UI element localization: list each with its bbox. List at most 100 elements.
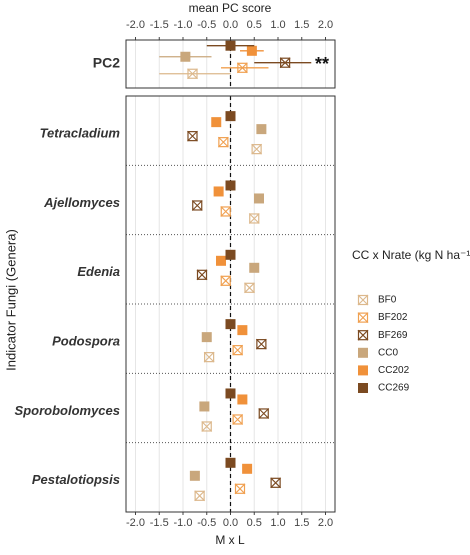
- x-tick-label: 0.5: [247, 517, 262, 529]
- legend-label: BF0: [378, 295, 397, 306]
- point-cross: [244, 282, 255, 294]
- legend-swatch: [358, 365, 368, 376]
- point-box: [187, 131, 198, 142]
- point: [258, 408, 270, 419]
- point: [180, 51, 191, 62]
- y-category-label: PC2: [93, 55, 120, 71]
- point-cross: [191, 200, 203, 211]
- point-cross: [201, 421, 213, 432]
- point: [216, 255, 226, 266]
- point: [279, 57, 291, 69]
- point: [189, 470, 200, 481]
- point: [256, 124, 267, 135]
- x-tick-label: 0.0: [223, 19, 238, 31]
- x-tick-label: 2.0: [318, 517, 333, 529]
- point-box: [357, 330, 369, 341]
- point-box: [196, 269, 208, 280]
- panel-border: [125, 95, 336, 513]
- point-box: [232, 414, 243, 425]
- point: [225, 111, 236, 122]
- point-box: [234, 483, 246, 494]
- point: [203, 351, 215, 363]
- point-cross: [236, 62, 248, 74]
- point-cross: [248, 213, 260, 224]
- point: [187, 130, 198, 142]
- x-tick-label: -2.0: [126, 517, 145, 529]
- point: [270, 477, 282, 489]
- point: [254, 193, 264, 204]
- point: [225, 319, 236, 330]
- x-tick-label: -0.5: [197, 19, 216, 31]
- point-cross: [258, 408, 270, 419]
- point-cross: [251, 143, 263, 155]
- point: [220, 206, 232, 217]
- x-tick-label: 1.5: [294, 19, 309, 31]
- legend-label: CC269: [378, 383, 410, 394]
- legend-swatch: [357, 294, 369, 306]
- point-box: [187, 68, 198, 79]
- point: [251, 143, 263, 155]
- point: [225, 457, 236, 468]
- x-tick-label: -2.0: [126, 19, 145, 31]
- point-cross: [270, 477, 282, 489]
- point-cross: [255, 338, 267, 350]
- point-cross: [194, 490, 206, 502]
- point: [196, 269, 208, 281]
- point: [225, 249, 236, 260]
- point: [236, 62, 248, 74]
- point-cross: [203, 351, 215, 363]
- point-cross: [187, 68, 198, 80]
- point: [194, 490, 206, 502]
- point: [242, 463, 253, 474]
- legend-label: CC202: [378, 365, 410, 376]
- y-category-label: Sporobolomyces: [15, 403, 120, 418]
- point-cross: [196, 269, 208, 281]
- legend-swatch: [357, 312, 369, 323]
- x-tick-label: 1.0: [270, 19, 285, 31]
- point-box: [357, 312, 369, 323]
- point-box: [258, 408, 269, 419]
- y-category-label: Ajellomyces: [43, 195, 120, 210]
- y-category-label: Tetracladium: [40, 126, 121, 141]
- point: [255, 338, 267, 350]
- y-category-label: Edenia: [77, 264, 120, 279]
- point: [211, 117, 222, 128]
- legend-swatch: [358, 347, 368, 358]
- point: [234, 483, 246, 495]
- x-tick-label: -1.0: [174, 517, 193, 529]
- point-cross: [220, 275, 232, 287]
- x-tick-label: -0.5: [197, 517, 216, 529]
- point: [249, 262, 260, 273]
- x-tick-label: 0.0: [223, 517, 238, 529]
- point-cross: [234, 483, 246, 495]
- point-box: [232, 345, 243, 356]
- x-tick-label: 1.5: [294, 517, 309, 529]
- point: [191, 200, 203, 211]
- legend-swatch: [357, 329, 369, 341]
- y-axis-title: Indicator Fungi (Genera): [3, 229, 18, 371]
- panel-border: [125, 39, 336, 89]
- point-box: [201, 421, 212, 432]
- point: [199, 401, 210, 412]
- point: [232, 414, 244, 425]
- point-cross: [220, 206, 232, 217]
- x-axis-title: M x L: [215, 533, 245, 547]
- legend-swatch: [358, 383, 368, 393]
- point-box: [192, 200, 203, 211]
- x-tick-label: 2.0: [318, 19, 333, 31]
- point-box: [220, 275, 231, 286]
- legend-label: BF202: [378, 312, 408, 323]
- top-axis-title: mean PC score: [189, 1, 272, 15]
- x-tick-label: -1.5: [150, 517, 169, 529]
- point: [201, 421, 213, 432]
- point: [246, 45, 257, 56]
- point-box: [204, 352, 215, 363]
- point-box: [220, 206, 231, 217]
- point: [232, 344, 244, 356]
- x-tick-label: -1.5: [150, 19, 169, 31]
- point-cross: [232, 414, 244, 425]
- y-category-label: Podospora: [52, 334, 120, 349]
- point: [225, 388, 236, 399]
- point: [237, 394, 248, 405]
